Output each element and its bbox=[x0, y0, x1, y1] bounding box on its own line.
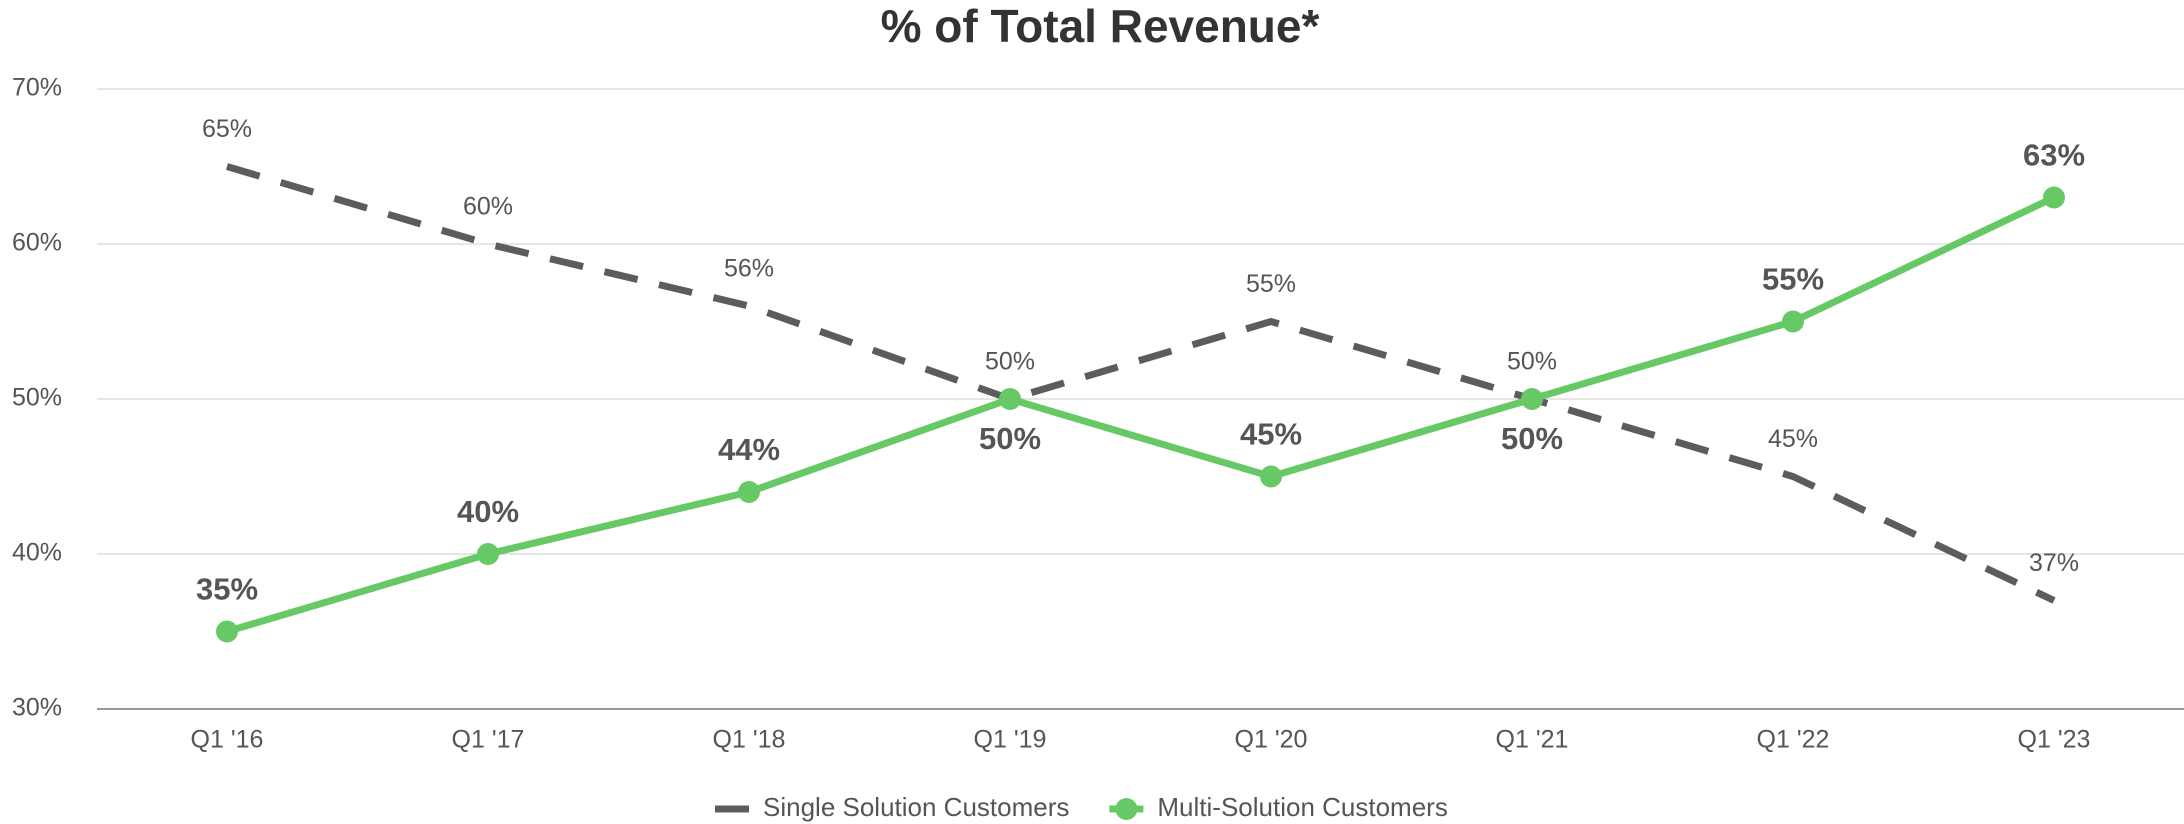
marker bbox=[216, 620, 238, 643]
y-tick-label: 70% bbox=[12, 74, 62, 102]
data-label: 50% bbox=[985, 348, 1035, 376]
x-tick-label: Q1 '23 bbox=[2018, 726, 2091, 754]
data-label: 56% bbox=[724, 255, 774, 283]
x-tick-label: Q1 '16 bbox=[191, 726, 264, 754]
data-label: 60% bbox=[463, 193, 513, 221]
data-label: 50% bbox=[1507, 348, 1557, 376]
data-label: 37% bbox=[2029, 549, 2079, 577]
x-tick-label: Q1 '22 bbox=[1757, 726, 1830, 754]
data-label: 45% bbox=[1768, 425, 1818, 453]
y-tick-label: 50% bbox=[12, 384, 62, 412]
data-label: 50% bbox=[979, 421, 1041, 456]
y-tick-label: 60% bbox=[12, 229, 62, 257]
data-label: 50% bbox=[1501, 421, 1563, 456]
chart-title: % of Total Revenue* bbox=[881, 0, 1320, 52]
legend-label: Single Solution Customers bbox=[763, 792, 1069, 822]
marker bbox=[477, 543, 499, 565]
x-tick-label: Q1 '17 bbox=[452, 726, 525, 754]
marker bbox=[1782, 310, 1804, 333]
marker bbox=[999, 388, 1021, 410]
data-label: 45% bbox=[1240, 417, 1302, 452]
marker bbox=[2043, 186, 2065, 209]
legend-marker bbox=[1115, 798, 1138, 820]
x-tick-label: Q1 '21 bbox=[1496, 726, 1569, 754]
x-tick-label: Q1 '18 bbox=[713, 726, 786, 754]
marker bbox=[738, 481, 760, 503]
marker bbox=[1260, 465, 1282, 488]
line-series bbox=[226, 163, 2056, 604]
data-label: 55% bbox=[1246, 270, 1296, 298]
legend-label: Multi-Solution Customers bbox=[1157, 792, 1447, 822]
marker bbox=[1521, 388, 1543, 410]
data-label: 44% bbox=[718, 432, 780, 467]
data-label: 55% bbox=[1762, 262, 1824, 297]
data-label: 63% bbox=[2023, 138, 2085, 173]
x-tick-label: Q1 '19 bbox=[974, 726, 1047, 754]
data-label: 65% bbox=[202, 115, 252, 143]
line-series bbox=[226, 194, 2056, 635]
y-tick-label: 30% bbox=[12, 694, 62, 722]
y-tick-label: 40% bbox=[12, 539, 62, 567]
data-label: 40% bbox=[457, 494, 519, 529]
x-tick-label: Q1 '20 bbox=[1235, 726, 1308, 754]
data-label: 35% bbox=[196, 572, 258, 607]
